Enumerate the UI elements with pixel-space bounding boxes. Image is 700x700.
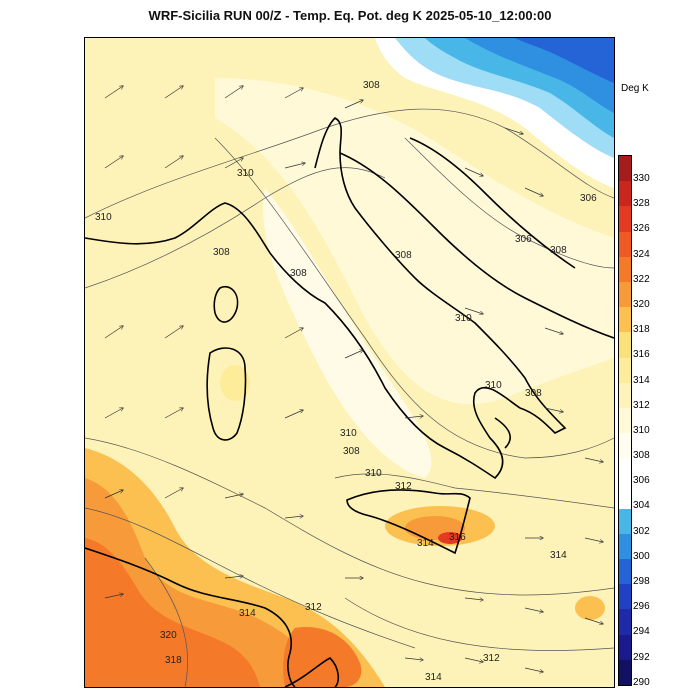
field-warm-tunisia	[283, 627, 362, 687]
field-warm-east	[575, 596, 605, 620]
contour-label: 308	[343, 446, 360, 457]
colorbar-swatch	[619, 533, 631, 560]
contour-label: 312	[395, 481, 412, 492]
wind-vectors	[104, 86, 603, 672]
contour-label: 310	[340, 428, 357, 439]
colorbar-swatch	[619, 231, 631, 258]
colorbar-swatch	[619, 256, 631, 283]
colorbar-tick-label: 326	[633, 223, 650, 235]
colorbar-swatch	[619, 332, 631, 359]
field-warm-sw-3	[85, 538, 260, 687]
colorbar-swatch	[619, 508, 631, 535]
contour-label: 310	[365, 468, 382, 479]
map-canvas: 308 310 310 308 308 306 308 306 308 310 …	[84, 37, 615, 688]
field-light-band	[215, 78, 614, 405]
contour-label: 312	[305, 602, 322, 613]
map-title: WRF-Sicilia RUN 00/Z - Temp. Eq. Pot. de…	[148, 8, 552, 23]
colorbar-swatch	[619, 407, 631, 434]
contour-label: 312	[483, 653, 500, 664]
colorbar-tick-label: 294	[633, 626, 650, 638]
contour-label: 314	[550, 550, 567, 561]
contour-labels: 308 310 310 308 308 306 308 306 308 310 …	[95, 80, 597, 683]
colorbar-swatch	[619, 483, 631, 510]
colorbar-swatch	[619, 307, 631, 333]
colorbar-tick-label: 314	[633, 374, 650, 386]
colorbar-swatch	[619, 584, 631, 610]
colorbar-swatch	[619, 156, 631, 182]
colorbar-swatch	[619, 458, 631, 484]
colorbar-tick-label: 324	[633, 248, 650, 260]
colorbar-swatch	[619, 433, 631, 459]
colorbar	[618, 155, 632, 686]
contour-label: 308	[395, 250, 412, 261]
colorbar-swatch	[619, 357, 631, 384]
colorbar-tick-label: 292	[633, 651, 650, 663]
field-warm-sardinia	[220, 365, 250, 401]
colorbar-unit: Deg K	[621, 83, 649, 94]
colorbar-tick-label: 310	[633, 424, 650, 436]
contour-label: 318	[165, 655, 182, 666]
colorbar-tick-label: 308	[633, 450, 650, 462]
contour-lines	[85, 108, 614, 687]
colorbar-swatch	[619, 382, 631, 409]
colorbar-tick-label: 322	[633, 273, 650, 285]
colorbar-swatch	[619, 281, 631, 308]
colorbar-tick-label: 328	[633, 198, 650, 210]
contour-label: 308	[525, 388, 542, 399]
contour-label: 310	[485, 380, 502, 391]
contour-label: 314	[417, 538, 434, 549]
colorbar-tick-label: 330	[633, 173, 650, 184]
colorbar-swatch	[619, 206, 631, 233]
colorbar-swatch	[619, 659, 631, 686]
colorbar-tick-label: 290	[633, 676, 650, 688]
contour-label: 308	[363, 80, 380, 91]
colorbar-tick-label: 316	[633, 349, 650, 361]
colorbar-tick-label: 300	[633, 550, 650, 562]
contour-label: 310	[455, 313, 472, 324]
colorbar-tick-label: 296	[633, 601, 650, 613]
colorbar-tick-label: 312	[633, 399, 650, 411]
colorbar-tick-label: 306	[633, 475, 650, 487]
colorbar-tick-label: 318	[633, 324, 650, 336]
contour-label: 320	[160, 630, 177, 641]
field-light-italy	[263, 188, 432, 478]
colorbar-tick-label: 302	[633, 525, 650, 537]
contour-label: 308	[550, 245, 567, 256]
colorbar-swatch	[619, 559, 631, 585]
contour-label: 316	[449, 532, 466, 543]
colorbar-swatch	[619, 181, 631, 207]
colorbar-swatch	[619, 609, 631, 636]
contour-label: 310	[95, 212, 112, 223]
contour-label: 308	[213, 247, 230, 258]
coastlines	[85, 117, 614, 687]
colorbar-tick-label: 298	[633, 576, 650, 588]
colorbar-tick-label: 304	[633, 500, 650, 512]
contour-label: 306	[515, 234, 532, 245]
field-cold-ne-4	[515, 38, 614, 83]
colorbar-tick-label: 320	[633, 298, 650, 310]
colorbar-swatch	[619, 634, 631, 661]
field-warm-sicily-3	[438, 532, 462, 544]
contour-label: 314	[425, 672, 442, 683]
contour-label: 310	[237, 168, 254, 179]
contour-label: 314	[239, 608, 256, 619]
contour-label: 308	[290, 268, 307, 279]
contour-label: 306	[580, 193, 597, 204]
